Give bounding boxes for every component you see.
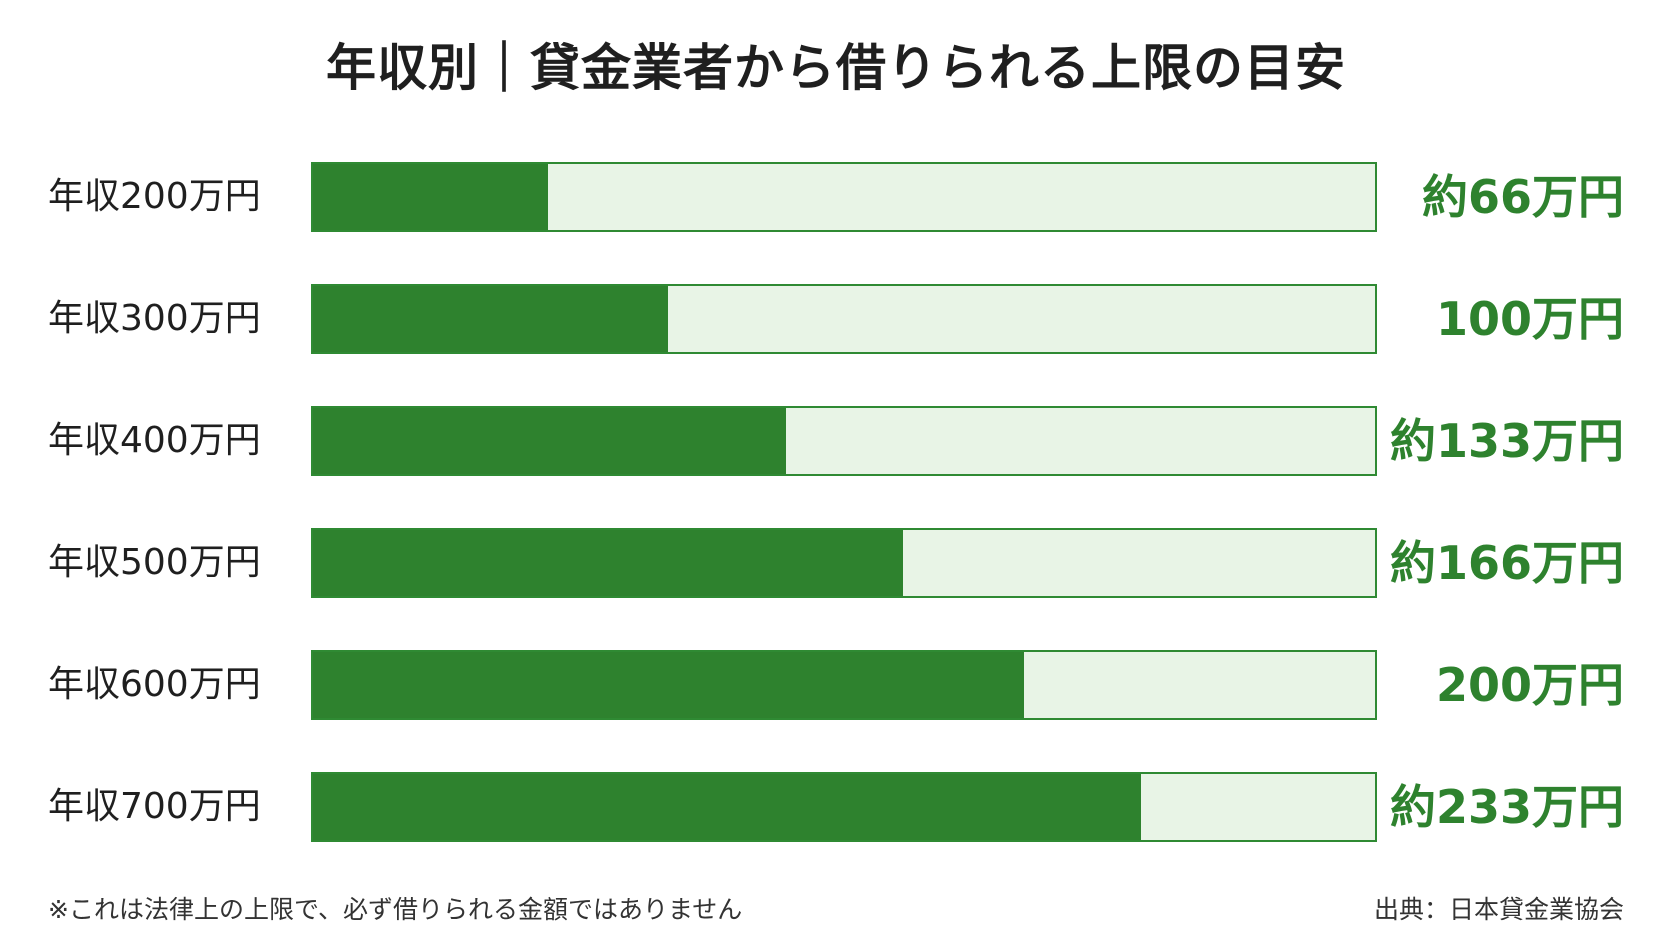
footnote: ※これは法律上の上限で、必ず借りられる金額ではありません — [48, 895, 743, 924]
bar-track — [311, 528, 1377, 598]
value-label: 約233万円 — [1389, 780, 1624, 834]
bar-track — [311, 162, 1377, 232]
value-label: 約166万円 — [1389, 536, 1624, 590]
bar-track — [311, 650, 1377, 720]
category-label: 年収700万円 — [48, 786, 261, 827]
category-label: 年収300万円 — [48, 298, 261, 339]
bar-row: 年収400万円 約133万円 — [0, 406, 1672, 476]
bar-track — [311, 772, 1377, 842]
category-label: 年収200万円 — [48, 176, 261, 217]
bar — [313, 530, 903, 596]
bar — [313, 286, 668, 352]
bar-row: 年収300万円 100万円 — [0, 284, 1672, 354]
bar — [313, 774, 1141, 840]
bar-row: 年収200万円 約66万円 — [0, 162, 1672, 232]
bar-track — [311, 284, 1377, 354]
value-label: 約66万円 — [1421, 170, 1624, 224]
value-label: 100万円 — [1435, 292, 1624, 346]
category-label: 年収600万円 — [48, 664, 261, 705]
bar — [313, 652, 1024, 718]
category-label: 年収500万円 — [48, 542, 261, 583]
bar-row: 年収700万円 約233万円 — [0, 772, 1672, 842]
source-credit: 出典：日本貸金業協会 — [1373, 895, 1624, 924]
value-label: 約133万円 — [1389, 414, 1624, 468]
bar — [313, 408, 786, 474]
bar-row: 年収600万円 200万円 — [0, 650, 1672, 720]
bar-row: 年収500万円 約166万円 — [0, 528, 1672, 598]
category-label: 年収400万円 — [48, 420, 261, 461]
value-label: 200万円 — [1435, 658, 1624, 712]
bar-track — [311, 406, 1377, 476]
chart-title: 年収別｜貸金業者から借りられる上限の目安 — [326, 39, 1346, 97]
bar — [313, 164, 548, 230]
